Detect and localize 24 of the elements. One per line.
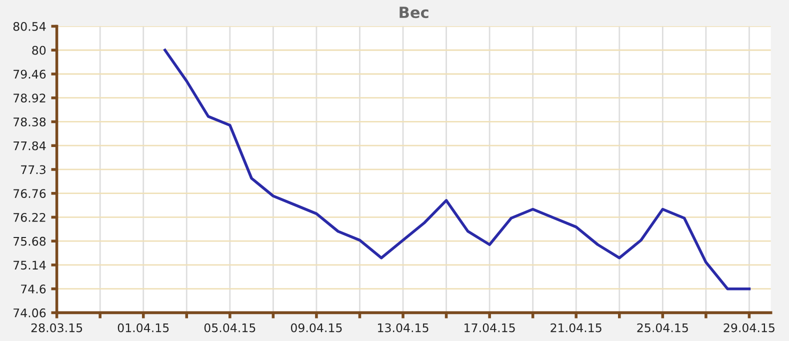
y-tick-label: 75.14 xyxy=(14,260,46,270)
y-tick-label: 78.38 xyxy=(14,117,46,126)
y-tick-label: 74.6 xyxy=(21,284,46,294)
x-tick-label: 28.03.15 xyxy=(31,323,82,332)
chart-title: Вес xyxy=(400,6,428,18)
x-tick-label: 21.04.15 xyxy=(550,323,602,332)
y-tick-label: 80 xyxy=(32,46,46,55)
x-tick-label: 25.04.15 xyxy=(637,323,688,332)
y-tick-label: 77.3 xyxy=(21,165,46,174)
y-tick-label: 74.06 xyxy=(14,308,46,318)
x-tick-label: 05.04.15 xyxy=(204,323,256,332)
y-tick-label: 76.76 xyxy=(14,189,46,198)
y-tick-label: 78.92 xyxy=(14,94,46,103)
x-tick-label: 17.04.15 xyxy=(464,323,515,332)
y-tick-label: 75.68 xyxy=(14,236,46,246)
y-tick-label: 79.46 xyxy=(14,70,46,79)
x-tick-label: 01.04.15 xyxy=(118,323,169,332)
x-tick-label: 29.04.15 xyxy=(724,323,774,332)
line-series xyxy=(164,48,751,290)
x-tick-label: 09.04.15 xyxy=(290,323,342,332)
y-tick-label: 80.54 xyxy=(13,22,46,31)
y-tick-label: 76.22 xyxy=(14,212,46,222)
x-tick-label: 13.04.15 xyxy=(378,323,428,332)
y-tick-label: 77.84 xyxy=(14,141,46,150)
